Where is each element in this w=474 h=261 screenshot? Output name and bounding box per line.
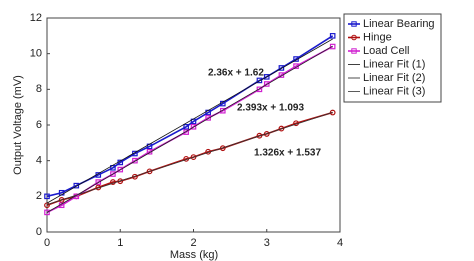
y-axis-label: Output Voltage (mV) bbox=[12, 75, 24, 175]
series-line bbox=[46, 38, 333, 204]
point bbox=[110, 171, 116, 177]
y-tick-label: 12 bbox=[30, 12, 42, 24]
x-tick-label: 1 bbox=[117, 237, 123, 249]
point bbox=[183, 129, 189, 135]
x-tick-label: 2 bbox=[190, 237, 196, 249]
y-tick-label: 4 bbox=[36, 155, 42, 167]
point bbox=[117, 166, 124, 173]
legend-label: Linear Fit (2) bbox=[363, 72, 425, 84]
annotation: 2.393x + 1.093 bbox=[237, 103, 304, 114]
y-tick-label: 0 bbox=[36, 226, 42, 238]
point bbox=[117, 178, 124, 185]
point bbox=[190, 123, 197, 130]
series-line bbox=[46, 45, 333, 213]
point bbox=[256, 132, 263, 139]
legend-label: Linear Fit (3) bbox=[363, 85, 425, 97]
point bbox=[329, 109, 336, 116]
x-tick-label: 0 bbox=[44, 237, 50, 249]
point bbox=[278, 65, 285, 71]
point bbox=[44, 209, 50, 216]
legend-marker bbox=[351, 34, 357, 41]
y-tick-label: 8 bbox=[36, 83, 42, 95]
point bbox=[95, 179, 102, 185]
point bbox=[132, 157, 138, 164]
series-line bbox=[46, 111, 333, 205]
point bbox=[329, 43, 336, 50]
legend-marker bbox=[351, 21, 357, 27]
point bbox=[44, 193, 50, 200]
x-tick-label: 4 bbox=[337, 237, 343, 249]
point bbox=[220, 107, 226, 114]
x-axis-label: Mass (kg) bbox=[170, 249, 218, 261]
annotation: 1.326x + 1.537 bbox=[254, 148, 321, 159]
y-tick-label: 2 bbox=[36, 190, 42, 202]
point bbox=[110, 179, 116, 185]
point bbox=[263, 81, 270, 87]
point bbox=[263, 74, 270, 80]
legend-label: Linear Bearing bbox=[363, 18, 435, 30]
point bbox=[58, 196, 65, 203]
point bbox=[256, 77, 263, 84]
point bbox=[205, 115, 211, 121]
point bbox=[146, 168, 153, 175]
point bbox=[256, 86, 263, 93]
x-tick-label: 3 bbox=[264, 237, 270, 249]
legend-label: Hinge bbox=[363, 31, 392, 43]
point bbox=[329, 33, 336, 39]
point bbox=[73, 182, 80, 189]
legend-label: Load Cell bbox=[363, 45, 409, 57]
y-tick-label: 6 bbox=[36, 119, 42, 131]
legend-label: Linear Fit (1) bbox=[363, 58, 425, 70]
y-tick-label: 10 bbox=[30, 48, 42, 60]
point bbox=[183, 123, 189, 130]
legend-marker bbox=[351, 48, 357, 54]
annotation: 2.36x + 1.62 bbox=[208, 68, 264, 79]
point bbox=[190, 154, 197, 161]
point bbox=[263, 131, 270, 137]
legend-box bbox=[343, 13, 442, 103]
